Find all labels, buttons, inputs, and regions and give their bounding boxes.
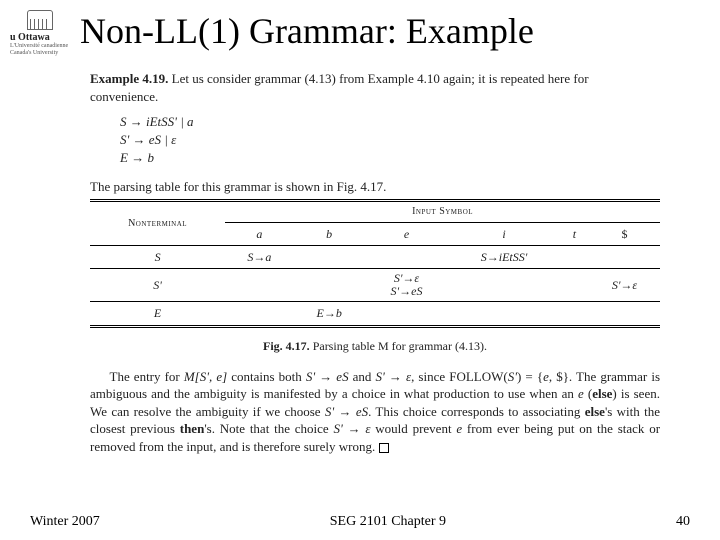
cell [294,269,365,302]
production-3: E → b [120,149,660,167]
cell [225,302,294,326]
qed-box-icon [379,443,389,453]
figure-caption: Fig. 4.17. Parsing table M for grammar (… [90,338,660,354]
para-text: The entry for [110,369,184,384]
grammar-productions: S → iEtSS' | a S' → eS | ε E → b [120,113,660,168]
example-intro: Example 4.19. Let us consider grammar (4… [90,70,660,105]
cell [560,245,589,268]
para-text: contains both [227,369,306,384]
cell: S→iEtSS' [448,245,559,268]
para-text: S' → eS [325,404,368,419]
cell: S'→ε S'→eS [365,269,449,302]
logo-subtitle: L'Université canadienne Canada's Univers… [10,43,70,56]
col-t: t [560,222,589,245]
parsing-table: Nonterminal Input Symbol a b e i t $ S S… [90,199,660,327]
col-i: i [448,222,559,245]
cell [448,269,559,302]
example-label: Example 4.19. [90,71,168,86]
discussion-paragraph: The entry for M[S', e] contains both S' … [90,368,660,456]
para-text: then [180,421,205,436]
para-text: ( [584,386,592,401]
footer-left: Winter 2007 [30,514,100,530]
cell [365,245,449,268]
slide-title: Non-LL(1) Grammar: Example [80,10,700,52]
cell: S'→ε [589,269,660,302]
para-text: and [349,369,376,384]
para-text: would prevent [371,421,457,436]
table-intro-text: The parsing table for this grammar is sh… [90,178,660,196]
para-text: else [592,386,612,401]
footer-center: SEG 2101 Chapter 9 [330,514,446,530]
logo-brand: u Ottawa [10,32,70,43]
para-text: S' → eS [306,369,349,384]
para-text: ) = { [517,369,543,384]
cell [589,245,660,268]
cell [448,302,559,326]
col-e: e [365,222,449,245]
figure-caption-text: Parsing table M for grammar (4.13). [313,339,487,353]
col-a: a [225,222,294,245]
col-header-nonterminal: Nonterminal [90,201,225,246]
cell [225,269,294,302]
cell [294,245,365,268]
figure-label: Fig. 4.17. [263,339,310,353]
row-nt: S' [90,269,225,302]
col-b: b [294,222,365,245]
para-text: M[S', e] [184,369,227,384]
para-text: else [585,404,605,419]
para-text: , since FOLLOW( [411,369,508,384]
cell [589,302,660,326]
slide-content: Example 4.19. Let us consider grammar (4… [90,70,660,456]
university-logo: u Ottawa L'Université canadienne Canada'… [10,10,70,56]
cell [365,302,449,326]
cell [560,302,589,326]
row-nt: E [90,302,225,326]
para-text: S' → ε [376,369,412,384]
row-nt: S [90,245,225,268]
logo-building-icon [27,10,53,30]
table-row: S' S'→ε S'→eS S'→ε [90,269,660,302]
production-2: S' → eS | ε [120,131,660,149]
para-text: . This choice corresponds to associating [368,404,585,419]
table-row: E E→b [90,302,660,326]
slide-footer: Winter 2007 SEG 2101 Chapter 9 40 [0,514,720,530]
cell: E→b [294,302,365,326]
para-text: 's. Note that the choice [204,421,333,436]
para-text: S' [508,369,517,384]
production-1: S → iEtSS' | a [120,113,660,131]
col-dollar: $ [589,222,660,245]
cell: S→a [225,245,294,268]
cell [560,269,589,302]
footer-right: 40 [676,514,690,530]
table-row: S S→a S→iEtSS' [90,245,660,268]
para-text: S' → ε [334,421,371,436]
col-header-input-symbol: Input Symbol [225,201,660,223]
